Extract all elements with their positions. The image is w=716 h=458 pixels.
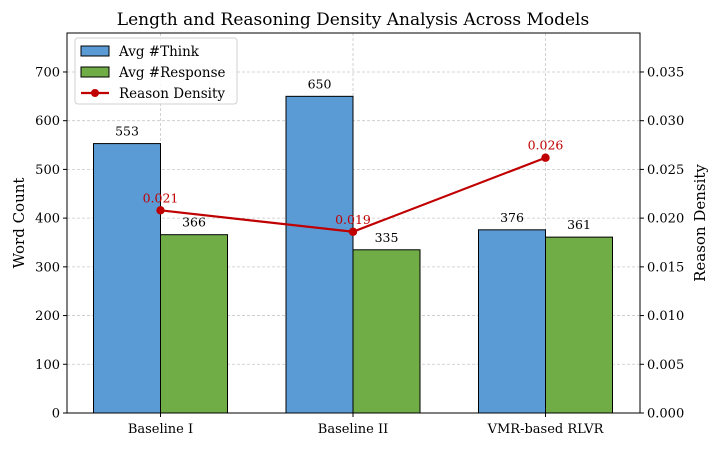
legend: Avg #Think Avg #Response Reason Density bbox=[74, 37, 238, 105]
y-tick-label-left: 500 bbox=[35, 163, 60, 178]
legend-response-swatch bbox=[80, 66, 110, 78]
response-bar bbox=[352, 249, 421, 414]
bar-layer: 553 650 376 366 335 361 bbox=[93, 76, 613, 414]
legend-density-label: Reason Density bbox=[119, 86, 225, 102]
y-tick-label-left: 600 bbox=[35, 114, 60, 129]
response-bar bbox=[160, 234, 228, 414]
y-tick-label-left: 200 bbox=[35, 309, 60, 324]
y-tick-label-left: 0 bbox=[52, 407, 60, 422]
think-bar-label: 376 bbox=[500, 210, 524, 225]
y-tick-label-right: 0.005 bbox=[647, 358, 684, 373]
response-bar-label: 366 bbox=[182, 215, 206, 230]
response-bar bbox=[545, 236, 613, 414]
legend-response-label: Avg #Response bbox=[118, 65, 226, 81]
legend-think-label: Avg #Think bbox=[118, 44, 200, 60]
line-layer: 0.021 0.019 0.026 bbox=[143, 138, 564, 236]
x-tick-label: Baseline I bbox=[128, 422, 193, 437]
think-bar-label: 650 bbox=[308, 76, 332, 91]
legend-density-marker bbox=[91, 89, 99, 97]
y-tick-label-left: 400 bbox=[35, 212, 60, 227]
density-label: 0.026 bbox=[528, 138, 564, 153]
response-bar-label: 361 bbox=[567, 217, 591, 232]
y-tick-label-right: 0.020 bbox=[647, 212, 684, 227]
think-bar bbox=[285, 95, 354, 414]
y-tick-label-left: 100 bbox=[35, 358, 60, 373]
axis-layer: 0 100 200 300 400 500 600 700 0.000 0.005 0.010 0.0… bbox=[35, 32, 684, 437]
think-bar bbox=[93, 143, 161, 414]
y-tick-label-right: 0.000 bbox=[647, 407, 684, 422]
y-tick-label-right: 0.030 bbox=[647, 114, 684, 129]
x-tick-label: Baseline II bbox=[318, 422, 388, 437]
response-bar-label: 335 bbox=[375, 230, 399, 245]
think-bar bbox=[478, 229, 546, 414]
y-tick-label-right: 0.015 bbox=[647, 260, 684, 275]
y-tick-label-left: 700 bbox=[35, 65, 60, 80]
density-point bbox=[541, 153, 550, 162]
think-bar-label: 553 bbox=[115, 124, 139, 139]
x-tick-label: VMR-based RLVR bbox=[487, 422, 605, 437]
legend-think-swatch bbox=[80, 45, 110, 57]
chart-title: Length and Reasoning Density Analysis Ac… bbox=[117, 10, 589, 30]
y-tick-label-right: 0.010 bbox=[647, 309, 684, 324]
legend-box bbox=[74, 37, 238, 105]
density-point bbox=[156, 206, 165, 215]
density-point bbox=[348, 227, 358, 236]
y-axis-title-right: Reason Density bbox=[691, 164, 709, 282]
y-tick-label-left: 300 bbox=[35, 260, 60, 275]
density-label: 0.021 bbox=[143, 190, 179, 205]
y-axis-title-left: Word Count bbox=[10, 178, 28, 269]
density-label: 0.019 bbox=[335, 212, 371, 227]
y-tick-label-right: 0.025 bbox=[647, 163, 684, 178]
y-tick-label-right: 0.035 bbox=[647, 65, 684, 80]
